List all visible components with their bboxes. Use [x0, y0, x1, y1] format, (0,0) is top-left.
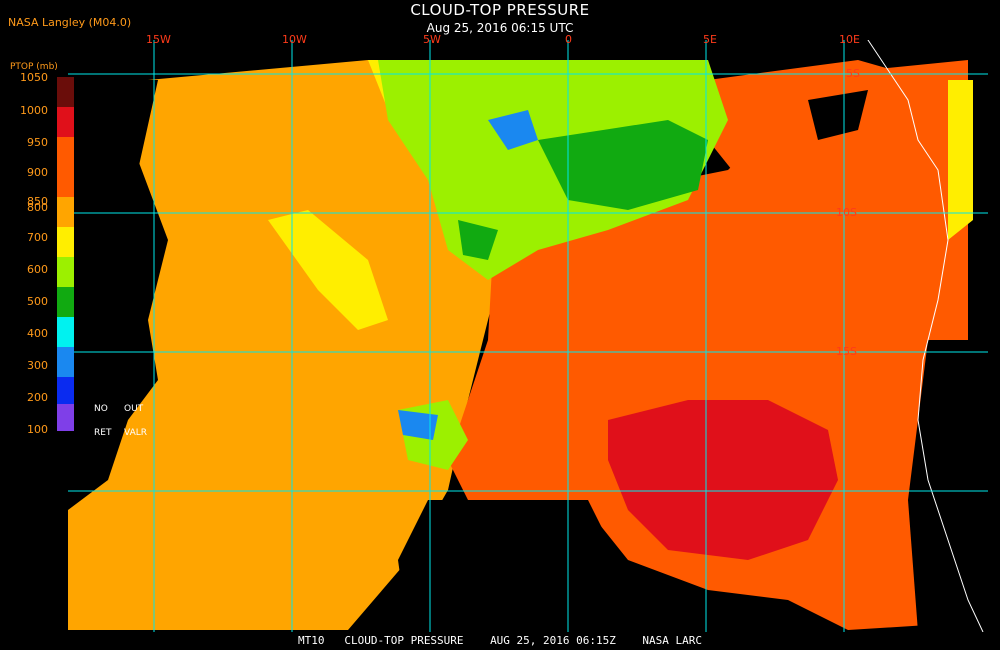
map-subtitle: Aug 25, 2016 06:15 UTC	[426, 21, 574, 35]
legend-tick-700: 700	[27, 231, 48, 244]
field-850mb-west	[68, 60, 518, 630]
field-600mb-west	[458, 220, 498, 260]
map-title: CLOUD-TOP PRESSURE	[410, 1, 590, 19]
legend-title: PTOP (mb)	[10, 62, 58, 72]
legend-code-no: NO	[94, 404, 108, 414]
legend-tick-300: 300	[27, 359, 48, 372]
field-800mb-streak-1	[268, 210, 388, 330]
legend-tick-800: 800	[27, 201, 48, 214]
legend-swatch-500	[57, 317, 74, 347]
lon-label-5e: 5E	[703, 33, 717, 46]
footer-datetime: AUG 25, 2016 06:15Z	[490, 634, 616, 647]
lon-label-0: 0	[565, 33, 572, 46]
legend-tick-100: 100	[27, 423, 48, 436]
legend-tick-850: 850	[27, 195, 48, 208]
lon-label-10e: 10E	[839, 33, 860, 46]
coastline	[867, 40, 984, 632]
field-600mb-north	[538, 120, 708, 210]
footer-source: NASA LARC	[642, 634, 703, 647]
legend-swatch-400	[57, 347, 74, 377]
footer-caption: MT10 CLOUD-TOP PRESSURE AUG 25, 2016 06:…	[0, 634, 1000, 647]
cloud-fields	[68, 60, 973, 632]
brand-label: NASA Langley (M04.0)	[8, 16, 132, 29]
clear-sky-northeast	[808, 90, 868, 140]
legend-tick-900: 900	[27, 166, 48, 179]
legend-swatch-1000	[57, 107, 74, 137]
legend-tick-1050: 1050	[20, 71, 48, 84]
legend-swatch-950	[57, 137, 74, 167]
legend-tick-950: 950	[27, 136, 48, 149]
legend-swatch-800	[57, 227, 74, 257]
legend-swatch-200	[57, 404, 74, 431]
footer-product: MT10	[297, 634, 325, 647]
clear-sky-east	[908, 340, 968, 632]
cloud-top-pressure-map	[68, 40, 988, 632]
legend-swatch-850	[57, 197, 74, 227]
lat-label-15s: 15S	[836, 345, 857, 358]
field-400mb-cell-1	[488, 110, 538, 150]
field-400mb-cell-2	[398, 410, 438, 440]
field-800mb-east-strip	[948, 80, 973, 240]
clear-sky-west-coast	[68, 80, 158, 480]
legend-swatch-700	[57, 257, 74, 287]
legend-swatch-900	[57, 167, 74, 197]
legend-tick-500: 500	[27, 295, 48, 308]
field-950mb-south	[608, 400, 838, 560]
legend-code-out: OUT	[124, 404, 144, 414]
lon-label-10w: 10W	[282, 33, 307, 46]
legend-code-valr: VALR	[124, 428, 148, 438]
legend-tick-200: 200	[27, 391, 48, 404]
footer-title: CLOUD-TOP PRESSURE	[344, 634, 464, 647]
legend-tick-600: 600	[27, 263, 48, 276]
legend-swatch-600	[57, 287, 74, 317]
legend-swatch-1050	[57, 77, 74, 107]
clear-sky-southwest	[398, 500, 628, 632]
lon-label-5w: 5W	[423, 33, 441, 46]
lat-lon-grid	[68, 40, 988, 632]
legend-swatch-300	[57, 377, 74, 404]
legend-tick-400: 400	[27, 327, 48, 340]
lat-label-10s: 10S	[836, 206, 857, 219]
lon-label-15w: 15W	[146, 33, 171, 46]
legend-colorbar	[57, 77, 74, 431]
legend-code-ret: RET	[94, 428, 112, 438]
legend-tick-1000: 1000	[20, 104, 48, 117]
lat-label-5s: 5S	[846, 67, 860, 80]
